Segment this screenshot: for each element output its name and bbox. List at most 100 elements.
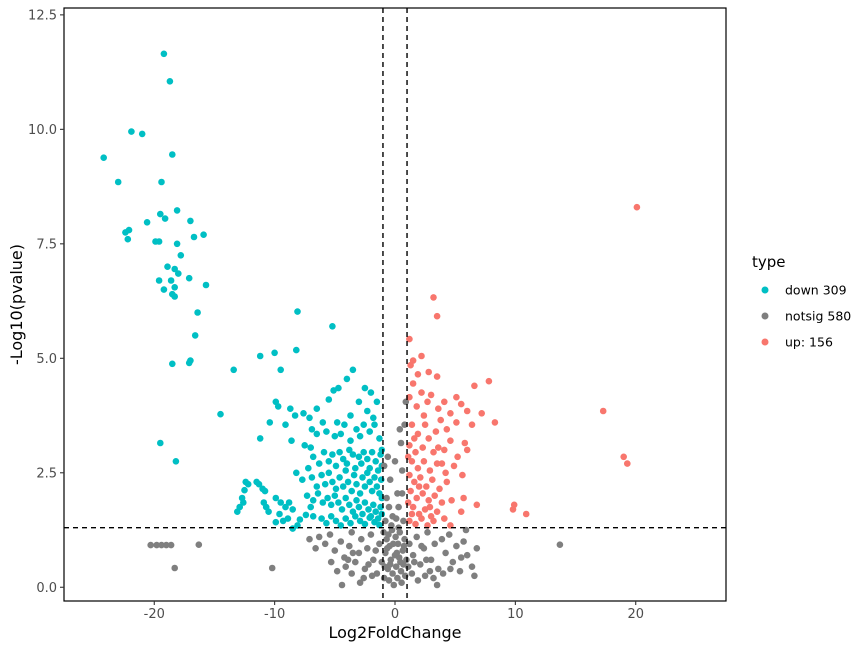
data-point	[329, 323, 336, 330]
data-point	[433, 460, 441, 467]
series-2	[404, 203, 641, 529]
y-axis: 0.0 2.5 5.0 7.5 10.0 12.5	[28, 8, 64, 596]
data-point	[138, 130, 146, 138]
data-point	[461, 439, 469, 447]
data-point	[433, 508, 441, 515]
data-point	[309, 497, 317, 504]
data-point	[431, 492, 439, 500]
data-point	[436, 485, 443, 493]
data-point	[185, 274, 193, 282]
data-point	[256, 435, 264, 442]
data-point	[155, 238, 163, 245]
data-point	[365, 506, 372, 513]
data-point	[633, 203, 641, 211]
data-point	[438, 499, 446, 506]
y-axis-title: -Log10(pvalue)	[7, 244, 26, 365]
y-tick-label: 0.0	[36, 581, 57, 596]
data-point	[386, 561, 394, 568]
data-point	[419, 490, 427, 497]
data-point	[352, 464, 359, 472]
data-point	[128, 128, 135, 135]
data-point	[314, 490, 322, 497]
data-point	[364, 455, 371, 463]
data-point	[339, 483, 347, 490]
data-point	[371, 518, 378, 526]
data-point	[309, 453, 317, 461]
data-point	[335, 499, 342, 506]
data-point	[423, 483, 430, 490]
data-point	[158, 541, 165, 549]
data-point	[395, 503, 402, 511]
data-point	[277, 499, 285, 506]
data-point	[599, 407, 607, 415]
legend-key	[761, 312, 769, 320]
threshold-lines	[64, 8, 726, 601]
data-point	[397, 439, 405, 447]
data-point	[424, 398, 431, 406]
data-point	[443, 478, 451, 486]
data-point	[414, 430, 422, 438]
data-point	[370, 501, 377, 509]
data-point	[376, 435, 383, 442]
data-point	[430, 517, 437, 525]
data-point	[406, 471, 413, 479]
data-point	[427, 556, 435, 564]
data-point	[367, 389, 375, 396]
data-point	[294, 308, 301, 315]
data-point	[374, 467, 382, 474]
data-point	[272, 518, 280, 526]
data-point	[383, 494, 390, 502]
data-point	[339, 455, 347, 463]
data-point	[349, 366, 357, 374]
data-point	[439, 570, 447, 577]
data-point	[190, 233, 198, 241]
data-point	[274, 403, 282, 410]
data-point	[358, 535, 365, 543]
data-point	[391, 458, 399, 465]
y-tick-label: 5.0	[36, 352, 57, 367]
data-point	[261, 487, 269, 495]
data-point	[266, 419, 274, 426]
data-point	[338, 581, 346, 589]
data-point	[342, 515, 350, 522]
data-point	[308, 426, 316, 433]
data-point	[323, 519, 330, 527]
data-point	[293, 469, 300, 477]
data-point	[463, 551, 471, 559]
data-point	[463, 446, 471, 454]
data-point	[392, 515, 400, 522]
data-point	[368, 487, 376, 495]
data-point	[361, 384, 369, 392]
data-point	[160, 286, 168, 293]
data-point	[389, 540, 397, 548]
data-point	[308, 474, 316, 481]
legend-label: up: 156	[785, 335, 833, 350]
data-point	[442, 549, 449, 557]
x-tick-label: -20	[144, 607, 165, 622]
data-point	[468, 421, 476, 429]
data-point	[342, 467, 350, 474]
data-point	[370, 556, 377, 564]
data-point	[287, 405, 294, 413]
data-point	[323, 428, 330, 435]
data-point	[454, 453, 461, 461]
data-point	[331, 492, 339, 500]
data-point	[448, 497, 455, 504]
data-point	[353, 497, 360, 504]
data-point	[371, 474, 378, 481]
data-point	[435, 444, 442, 451]
data-point	[164, 263, 171, 271]
data-point	[289, 506, 297, 513]
data-point	[352, 558, 359, 566]
data-point	[335, 384, 342, 392]
data-point	[355, 453, 363, 461]
data-point	[460, 538, 467, 545]
data-point	[332, 462, 340, 470]
data-point	[303, 492, 311, 500]
data-point	[620, 453, 627, 461]
data-point	[348, 487, 356, 495]
data-point	[442, 469, 449, 477]
data-point	[473, 545, 481, 552]
data-point	[324, 494, 331, 502]
data-point	[392, 533, 399, 541]
